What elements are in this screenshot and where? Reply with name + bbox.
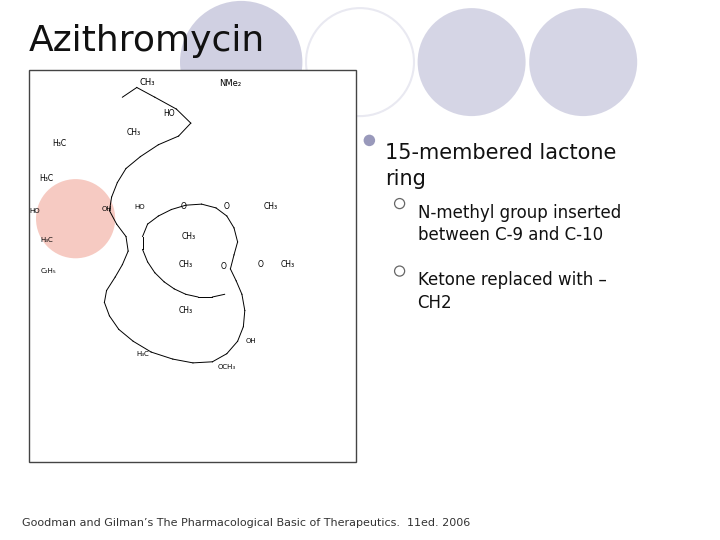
Text: CH₃: CH₃ [140,78,156,86]
Ellipse shape [418,8,526,116]
Text: CH₃: CH₃ [126,128,140,137]
Text: OH: OH [246,338,256,345]
Text: 15-membered lactone
ring: 15-membered lactone ring [385,143,616,188]
Text: H₃C: H₃C [53,139,67,147]
Text: OCH₃: OCH₃ [217,364,236,370]
Text: H₃C: H₃C [40,237,53,244]
Text: HO: HO [163,109,175,118]
Text: CH₃: CH₃ [179,260,193,269]
Text: Azithromycin: Azithromycin [29,24,265,58]
Text: HO: HO [135,204,145,210]
Text: N-methyl group inserted
between C-9 and C-10: N-methyl group inserted between C-9 and … [418,204,621,245]
Ellipse shape [36,179,115,258]
Bar [29,70,356,462]
Text: HO: HO [30,207,40,214]
Text: C₂H₅: C₂H₅ [41,268,57,274]
Ellipse shape [180,1,302,123]
Text: CH₃: CH₃ [181,232,196,241]
Text: H₃C: H₃C [40,174,54,183]
Text: OH: OH [102,206,112,212]
Text: Goodman and Gilman’s The Pharmacological Basic of Therapeutics.  11ed. 2006: Goodman and Gilman’s The Pharmacological… [22,518,470,528]
Text: CH₃: CH₃ [281,260,295,269]
Text: Ketone replaced with –
CH2: Ketone replaced with – CH2 [418,271,606,312]
Text: CH₃: CH₃ [179,306,193,315]
Text: CH₃: CH₃ [264,202,278,211]
Text: O: O [220,262,226,271]
Ellipse shape [364,134,375,146]
Text: O: O [224,202,230,211]
Text: O: O [258,260,264,269]
Text: NMe₂: NMe₂ [220,79,241,88]
Text: H₃C: H₃C [136,350,149,357]
Text: O: O [181,202,186,211]
Ellipse shape [529,8,637,116]
